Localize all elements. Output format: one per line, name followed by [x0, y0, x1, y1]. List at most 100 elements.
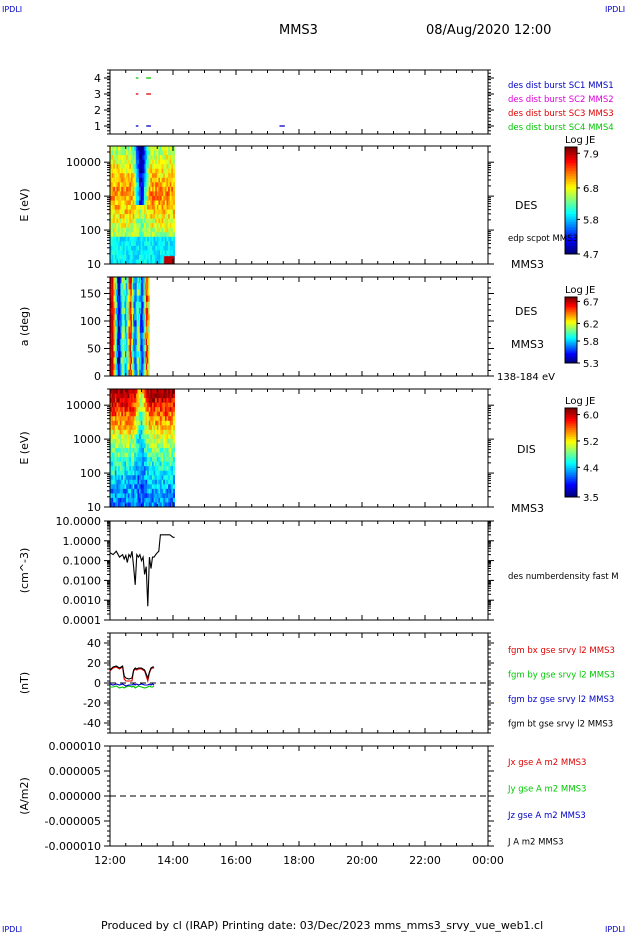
des_pitch-heatmap-cell — [136, 301, 139, 309]
dis_energy-heatmap-cell — [153, 448, 156, 453]
dis_energy-heatmap-cell — [151, 457, 154, 463]
dis_energy-heatmap-cell — [160, 438, 163, 444]
des_pitch-heatmap-cell — [114, 351, 117, 358]
dis_energy-heatmap-cell — [111, 393, 114, 399]
dis_energy-heatmap-cell — [161, 448, 164, 453]
des_energy-heatmap-cell — [124, 236, 127, 242]
dis_energy-heatmap-cell — [148, 479, 151, 485]
des_pitch-heatmap-cell — [143, 351, 146, 358]
dis_energy-heatmap-cell — [127, 479, 130, 485]
dis_energy-heatmap-cell — [110, 398, 113, 404]
des_energy-heatmap-cell — [143, 155, 146, 161]
dis_energy-heatmap-cell — [168, 425, 171, 431]
dis_energy-heatmap-cell — [155, 402, 158, 408]
des_energy-heatmap-cell — [155, 209, 158, 215]
des_energy-heatmap-cell — [160, 200, 163, 206]
des_pitch-heatmap-cell — [144, 351, 147, 358]
dis_energy-heatmap-cell — [156, 457, 159, 463]
des_energy-heatmap-cell — [147, 200, 150, 206]
des_pitch-colorbar-step — [565, 323, 577, 326]
des_energy-heatmap-cell — [113, 200, 116, 206]
dis_energy-heatmap-cell — [110, 389, 113, 394]
des_energy-heatmap-cell — [124, 223, 127, 229]
des_energy-heatmap-cell — [147, 146, 150, 151]
dis_energy-heatmap-cell — [122, 488, 125, 494]
dis_energy-heatmap-cell — [134, 488, 137, 494]
dis_energy-heatmap-cell — [163, 416, 166, 422]
des_pitch-colorbar-step — [565, 305, 577, 308]
dis_energy-heatmap-cell — [129, 443, 132, 449]
des_pitch-heatmap-cell — [133, 307, 135, 315]
des_energy-heatmap-cell — [129, 146, 132, 151]
des_pitch-heatmap-cell — [126, 320, 128, 327]
des_energy-heatmap-cell — [150, 250, 153, 256]
dis_energy-heatmap-cell — [172, 425, 175, 431]
des_energy-heatmap-cell — [150, 182, 153, 188]
des_energy-heatmap-cell — [166, 209, 169, 215]
des_energy-colorbar-step — [565, 224, 577, 228]
dis_energy-heatmap-cell — [151, 452, 154, 458]
des_energy-heatmap-cell — [111, 164, 114, 170]
des_pitch-heatmap-cell — [137, 307, 140, 315]
dis_energy-heatmap-cell — [116, 425, 119, 431]
dis_energy-heatmap-cell — [147, 398, 150, 404]
des_pitch-heatmap-cell — [135, 369, 138, 377]
dis_energy-heatmap-cell — [122, 484, 125, 490]
des_energy-heatmap-cell — [111, 245, 114, 251]
dis_energy-heatmap-cell — [118, 407, 121, 413]
des_energy-colorbar-step — [565, 197, 577, 201]
dis_energy-heatmap-cell — [155, 438, 158, 444]
dis_energy-heatmap-cell — [129, 402, 132, 408]
des_energy-heatmap-cell — [161, 223, 164, 229]
dis_energy-heatmap-cell — [163, 411, 166, 417]
des_energy-heatmap-cell — [139, 209, 142, 215]
dis_energy-heatmap-cell — [140, 497, 143, 503]
dis_energy-heatmap-cell — [151, 479, 154, 485]
des_energy-heatmap-cell — [169, 227, 172, 233]
dis_energy-heatmap-cell — [140, 466, 143, 472]
des_energy-heatmap-cell — [137, 177, 140, 183]
des_energy-heatmap-cell — [129, 182, 132, 188]
dis_energy-heatmap-cell — [122, 402, 125, 408]
dis_energy-heatmap-cell — [116, 497, 119, 503]
dis_energy-heatmap-cell — [169, 470, 172, 476]
des_energy-heatmap-cell — [121, 223, 124, 229]
des_pitch-heatmap-cell — [129, 307, 132, 315]
des_pitch-heatmap-cell — [118, 277, 120, 284]
dis_energy-colorbar-step — [565, 490, 577, 494]
des_pitch-heatmap-cell — [135, 314, 138, 321]
des_energy-heatmap-cell — [137, 236, 140, 242]
dis_energy-heatmap-cell — [129, 411, 132, 417]
des_energy-heatmap-cell — [129, 232, 132, 238]
dis_energy-heatmap-cell — [142, 434, 145, 440]
dis_energy-heatmap-cell — [166, 402, 169, 408]
des_energy-heatmap-cell — [134, 155, 137, 161]
des_pitch-heatmap-cell — [138, 314, 141, 321]
des_energy-heatmap-cell — [161, 200, 164, 206]
des_energy-heatmap-cell — [153, 218, 156, 224]
des_energy-heatmap-cell — [113, 155, 116, 161]
dis_energy-heatmap-cell — [148, 493, 151, 499]
des_energy-heatmap-cell — [156, 205, 159, 210]
des_energy-heatmap-cell — [151, 259, 154, 265]
dis_energy-heatmap-cell — [127, 488, 130, 494]
dis_energy-heatmap-cell — [158, 434, 161, 440]
dis_energy-heatmap-cell — [156, 502, 159, 508]
dis_energy-heatmap-cell — [172, 475, 175, 481]
dis_energy-heatmap-cell — [172, 402, 175, 408]
des_energy-heatmap-cell — [172, 245, 175, 251]
des_pitch-heatmap-cell — [133, 277, 135, 284]
des_energy-heatmap-cell — [161, 232, 164, 238]
dis_energy-heatmap-cell — [140, 429, 143, 435]
des_energy-heatmap-cell — [130, 209, 134, 215]
des_energy-heatmap-cell — [111, 168, 114, 174]
des_energy-heatmap-cell — [119, 191, 122, 197]
des_energy-heatmap-cell — [126, 236, 129, 242]
des_energy-heatmap-cell — [143, 245, 146, 251]
dis_energy-heatmap-cell — [151, 484, 154, 490]
des_pitch-heatmap-cell — [126, 363, 128, 371]
des_energy-heatmap-cell — [132, 195, 135, 201]
des_pitch-heatmap-cell — [132, 289, 134, 296]
dis_energy-heatmap-cell — [161, 438, 164, 444]
des_energy-heatmap-cell — [118, 146, 121, 151]
